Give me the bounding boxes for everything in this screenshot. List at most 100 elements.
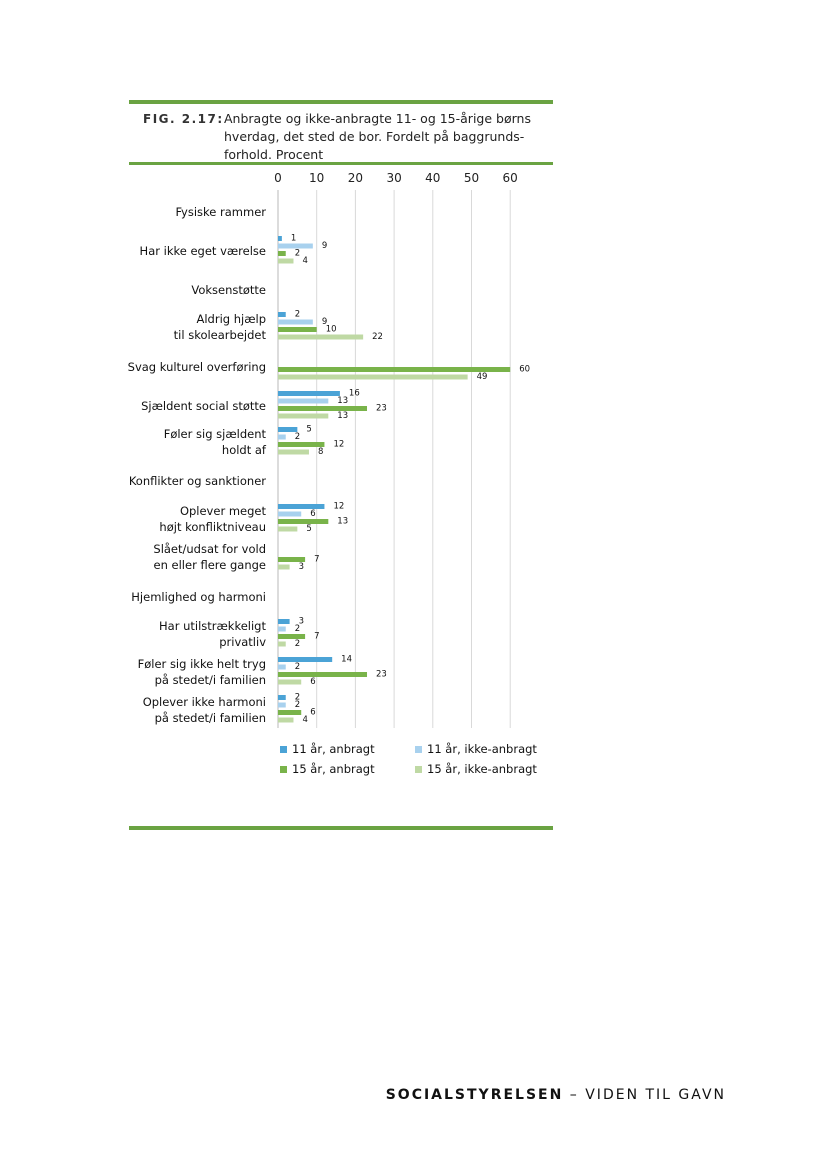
x-tick-label: 0 bbox=[274, 171, 282, 185]
bar bbox=[278, 695, 286, 700]
data-label: 49 bbox=[477, 372, 488, 382]
bar bbox=[278, 367, 511, 372]
category-label: Har utilstrækkeligt bbox=[159, 619, 266, 633]
category-label: højt konfliktniveau bbox=[159, 520, 266, 534]
category-label: Føler sig ikke helt tryg bbox=[138, 657, 266, 671]
legend-label: 15 år, anbragt bbox=[292, 762, 375, 776]
bar bbox=[278, 511, 302, 517]
data-label: 9 bbox=[322, 317, 327, 327]
data-label: 12 bbox=[333, 502, 344, 512]
data-label: 6 bbox=[310, 677, 315, 687]
footer-brand-name: SOCIALSTYRELSEN bbox=[385, 1087, 564, 1103]
data-label: 7 bbox=[314, 555, 319, 565]
x-tick-label: 10 bbox=[309, 171, 324, 185]
bar bbox=[278, 526, 298, 532]
legend-swatch bbox=[280, 765, 287, 773]
bar bbox=[278, 702, 286, 708]
legend-item: 15 år, ikke-anbragt bbox=[415, 762, 537, 776]
data-label: 13 bbox=[337, 517, 348, 527]
category-label: Slået/udsat for vold bbox=[153, 542, 266, 556]
bar bbox=[278, 406, 368, 411]
bar bbox=[278, 434, 286, 440]
figure-title-rule bbox=[129, 162, 553, 165]
footer-tagline: – VIDEN TIL GAVN bbox=[569, 1087, 726, 1103]
bar bbox=[278, 374, 468, 380]
data-label: 2 bbox=[295, 432, 300, 442]
data-label: 10 bbox=[326, 325, 337, 335]
bar bbox=[278, 679, 302, 685]
category-label: Oplever meget bbox=[180, 504, 267, 518]
bar bbox=[278, 657, 333, 662]
bar bbox=[278, 243, 313, 249]
bar bbox=[278, 641, 286, 647]
legend-label: 11 år, ikke-anbragt bbox=[427, 742, 537, 756]
figure-label: FIG. 2.17: bbox=[143, 112, 224, 126]
data-label: 13 bbox=[337, 396, 348, 406]
bar bbox=[278, 557, 306, 562]
category-label: Svag kulturel overføring bbox=[128, 360, 266, 374]
bar bbox=[278, 413, 329, 419]
bar bbox=[278, 427, 298, 432]
data-label: 9 bbox=[322, 241, 327, 251]
legend-swatch bbox=[415, 745, 422, 753]
data-label: 3 bbox=[299, 562, 304, 572]
legend-label: 11 år, anbragt bbox=[292, 742, 375, 756]
legend-item: 15 år, anbragt bbox=[280, 762, 375, 776]
group-header-label: Konflikter og sanktioner bbox=[129, 474, 266, 488]
data-label: 6 bbox=[310, 509, 315, 519]
category-label: på stedet/i familien bbox=[155, 673, 266, 687]
bar bbox=[278, 664, 286, 670]
group-header-label: Hjemlighed og harmoni bbox=[131, 590, 266, 604]
x-tick-label: 60 bbox=[503, 171, 518, 185]
data-label: 2 bbox=[295, 310, 300, 320]
category-label: en eller flere gange bbox=[154, 558, 266, 572]
category-label: Føler sig sjældent bbox=[164, 427, 267, 441]
category-label: Sjældent social støtte bbox=[141, 399, 266, 413]
data-label: 5 bbox=[306, 524, 311, 534]
category-label: Har ikke eget værelse bbox=[140, 244, 266, 258]
bar-chart: 0 10 20 30 40 50 60 Fysiske rammer Har ikke eget… bbox=[128, 171, 530, 728]
data-label: 5 bbox=[306, 425, 311, 435]
data-label: 2 bbox=[295, 700, 300, 710]
bar bbox=[278, 564, 290, 570]
bar bbox=[278, 519, 329, 524]
data-label: 60 bbox=[519, 365, 530, 375]
legend-label: 15 år, ikke-anbragt bbox=[427, 762, 537, 776]
category-label: Oplever ikke harmoni bbox=[143, 695, 266, 709]
group-header-label: Voksenstøtte bbox=[191, 283, 266, 297]
legend-swatch bbox=[415, 765, 422, 773]
bar bbox=[278, 312, 286, 317]
category-label: Aldrig hjælp bbox=[196, 312, 266, 326]
bar bbox=[278, 236, 282, 241]
figure-title-line: hverdag, det sted de bor. Fordelt på bag… bbox=[224, 129, 525, 144]
data-label: 4 bbox=[302, 715, 307, 725]
bar bbox=[278, 258, 294, 264]
data-label: 1 bbox=[291, 234, 296, 244]
data-label: 14 bbox=[341, 655, 352, 665]
figure-top-rule bbox=[129, 100, 553, 104]
data-label: 8 bbox=[318, 447, 323, 457]
bar bbox=[278, 398, 329, 404]
bar bbox=[278, 251, 286, 256]
category-label: til skolearbejdet bbox=[174, 328, 267, 342]
category-label: holdt af bbox=[222, 443, 267, 457]
bar bbox=[278, 391, 340, 396]
data-label: 2 bbox=[295, 624, 300, 634]
bar bbox=[278, 717, 294, 723]
bar bbox=[278, 327, 317, 332]
bar bbox=[278, 449, 309, 455]
legend-item: 11 år, ikke-anbragt bbox=[415, 742, 537, 756]
bar bbox=[278, 442, 325, 447]
data-label: 4 bbox=[302, 256, 307, 266]
data-label: 22 bbox=[372, 332, 383, 342]
category-label: privatliv bbox=[219, 635, 266, 649]
bar bbox=[278, 504, 325, 509]
bar bbox=[278, 626, 286, 632]
bar bbox=[278, 672, 368, 677]
bar bbox=[278, 634, 306, 639]
data-label: 16 bbox=[349, 389, 360, 399]
figure-bottom-rule bbox=[129, 826, 553, 830]
data-label: 3 bbox=[299, 617, 304, 627]
data-label: 6 bbox=[310, 708, 315, 718]
group-header-label: Fysiske rammer bbox=[175, 205, 266, 219]
